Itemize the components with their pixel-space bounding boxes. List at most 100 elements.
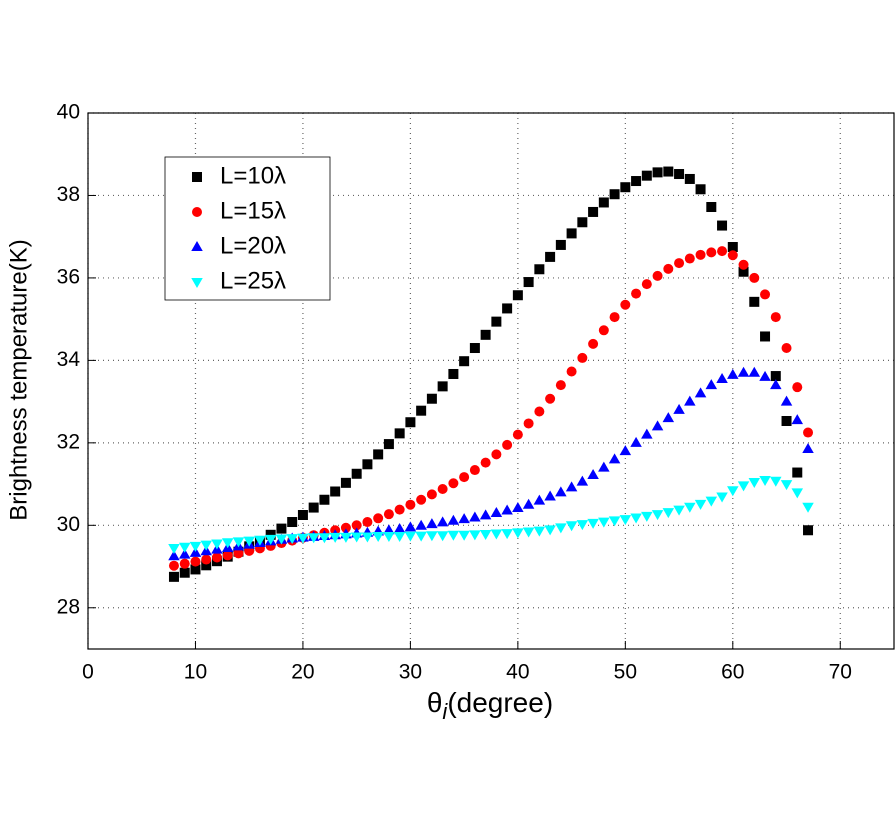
point [802,502,814,513]
point [522,498,535,509]
point [523,277,534,288]
point [652,270,663,281]
point [737,366,750,377]
point [566,228,577,239]
point [469,530,481,541]
point [684,253,695,264]
point [405,417,416,428]
legend-marker [192,172,202,182]
point [716,372,728,383]
point [770,371,781,382]
point [619,445,632,456]
point [491,449,502,460]
point [738,266,749,277]
point [383,524,395,535]
point [717,220,728,231]
point [276,523,287,534]
point [383,439,394,450]
point [233,548,244,559]
point [243,536,255,547]
point [201,560,212,571]
point [705,496,718,507]
point [404,531,417,542]
point [706,247,717,258]
point [630,513,642,524]
point [222,550,233,561]
point [512,528,524,539]
point [727,242,738,252]
point [362,459,373,470]
point [393,532,406,543]
point [190,564,201,575]
point [759,370,771,381]
y-tick-label: 38 [57,183,80,206]
point [286,534,298,545]
point [490,529,503,540]
point [662,412,675,423]
point [609,189,620,200]
point [340,532,352,543]
point [781,343,792,354]
point [179,567,190,578]
legend-label: L=25λ [220,267,286,294]
point [405,499,416,510]
point [652,167,663,178]
point [512,290,523,301]
x-label-subscript: i [442,699,448,724]
legend-marker [191,278,203,288]
point [608,453,621,464]
point [189,541,202,552]
point [437,381,448,392]
point [587,518,599,529]
point [780,395,793,406]
point [480,329,491,340]
point [168,571,179,582]
point [522,527,535,538]
point [491,316,502,327]
point [373,513,384,524]
plot-frame [87,112,895,650]
y-axis-label: Brightness temperature(K) [5,239,32,520]
point [598,517,610,528]
point [684,502,696,513]
point [469,343,480,354]
point [651,510,664,521]
point [447,514,460,525]
point [791,488,804,499]
point [394,428,405,439]
point [738,259,749,270]
point [555,486,567,497]
y-tick-label: 34 [57,348,81,371]
point [178,542,191,553]
point [684,173,695,184]
point [727,250,738,261]
point [297,510,308,520]
point [555,523,567,534]
point [705,379,718,390]
point [577,352,588,363]
point [318,533,331,544]
point [178,548,191,559]
legend-label: L=20λ [220,232,286,259]
point [695,249,706,260]
point [479,509,492,520]
point [168,560,179,571]
point [168,543,180,554]
point [598,197,609,208]
point [770,312,781,323]
point [641,428,653,439]
point [340,477,351,488]
point [663,263,674,274]
point [480,457,491,468]
point [598,325,609,336]
point [533,526,546,537]
point [265,529,276,540]
point [415,531,427,542]
point [297,533,309,544]
point [545,393,556,404]
point [577,217,588,228]
point [254,535,266,546]
point [565,481,578,492]
point [608,516,621,527]
